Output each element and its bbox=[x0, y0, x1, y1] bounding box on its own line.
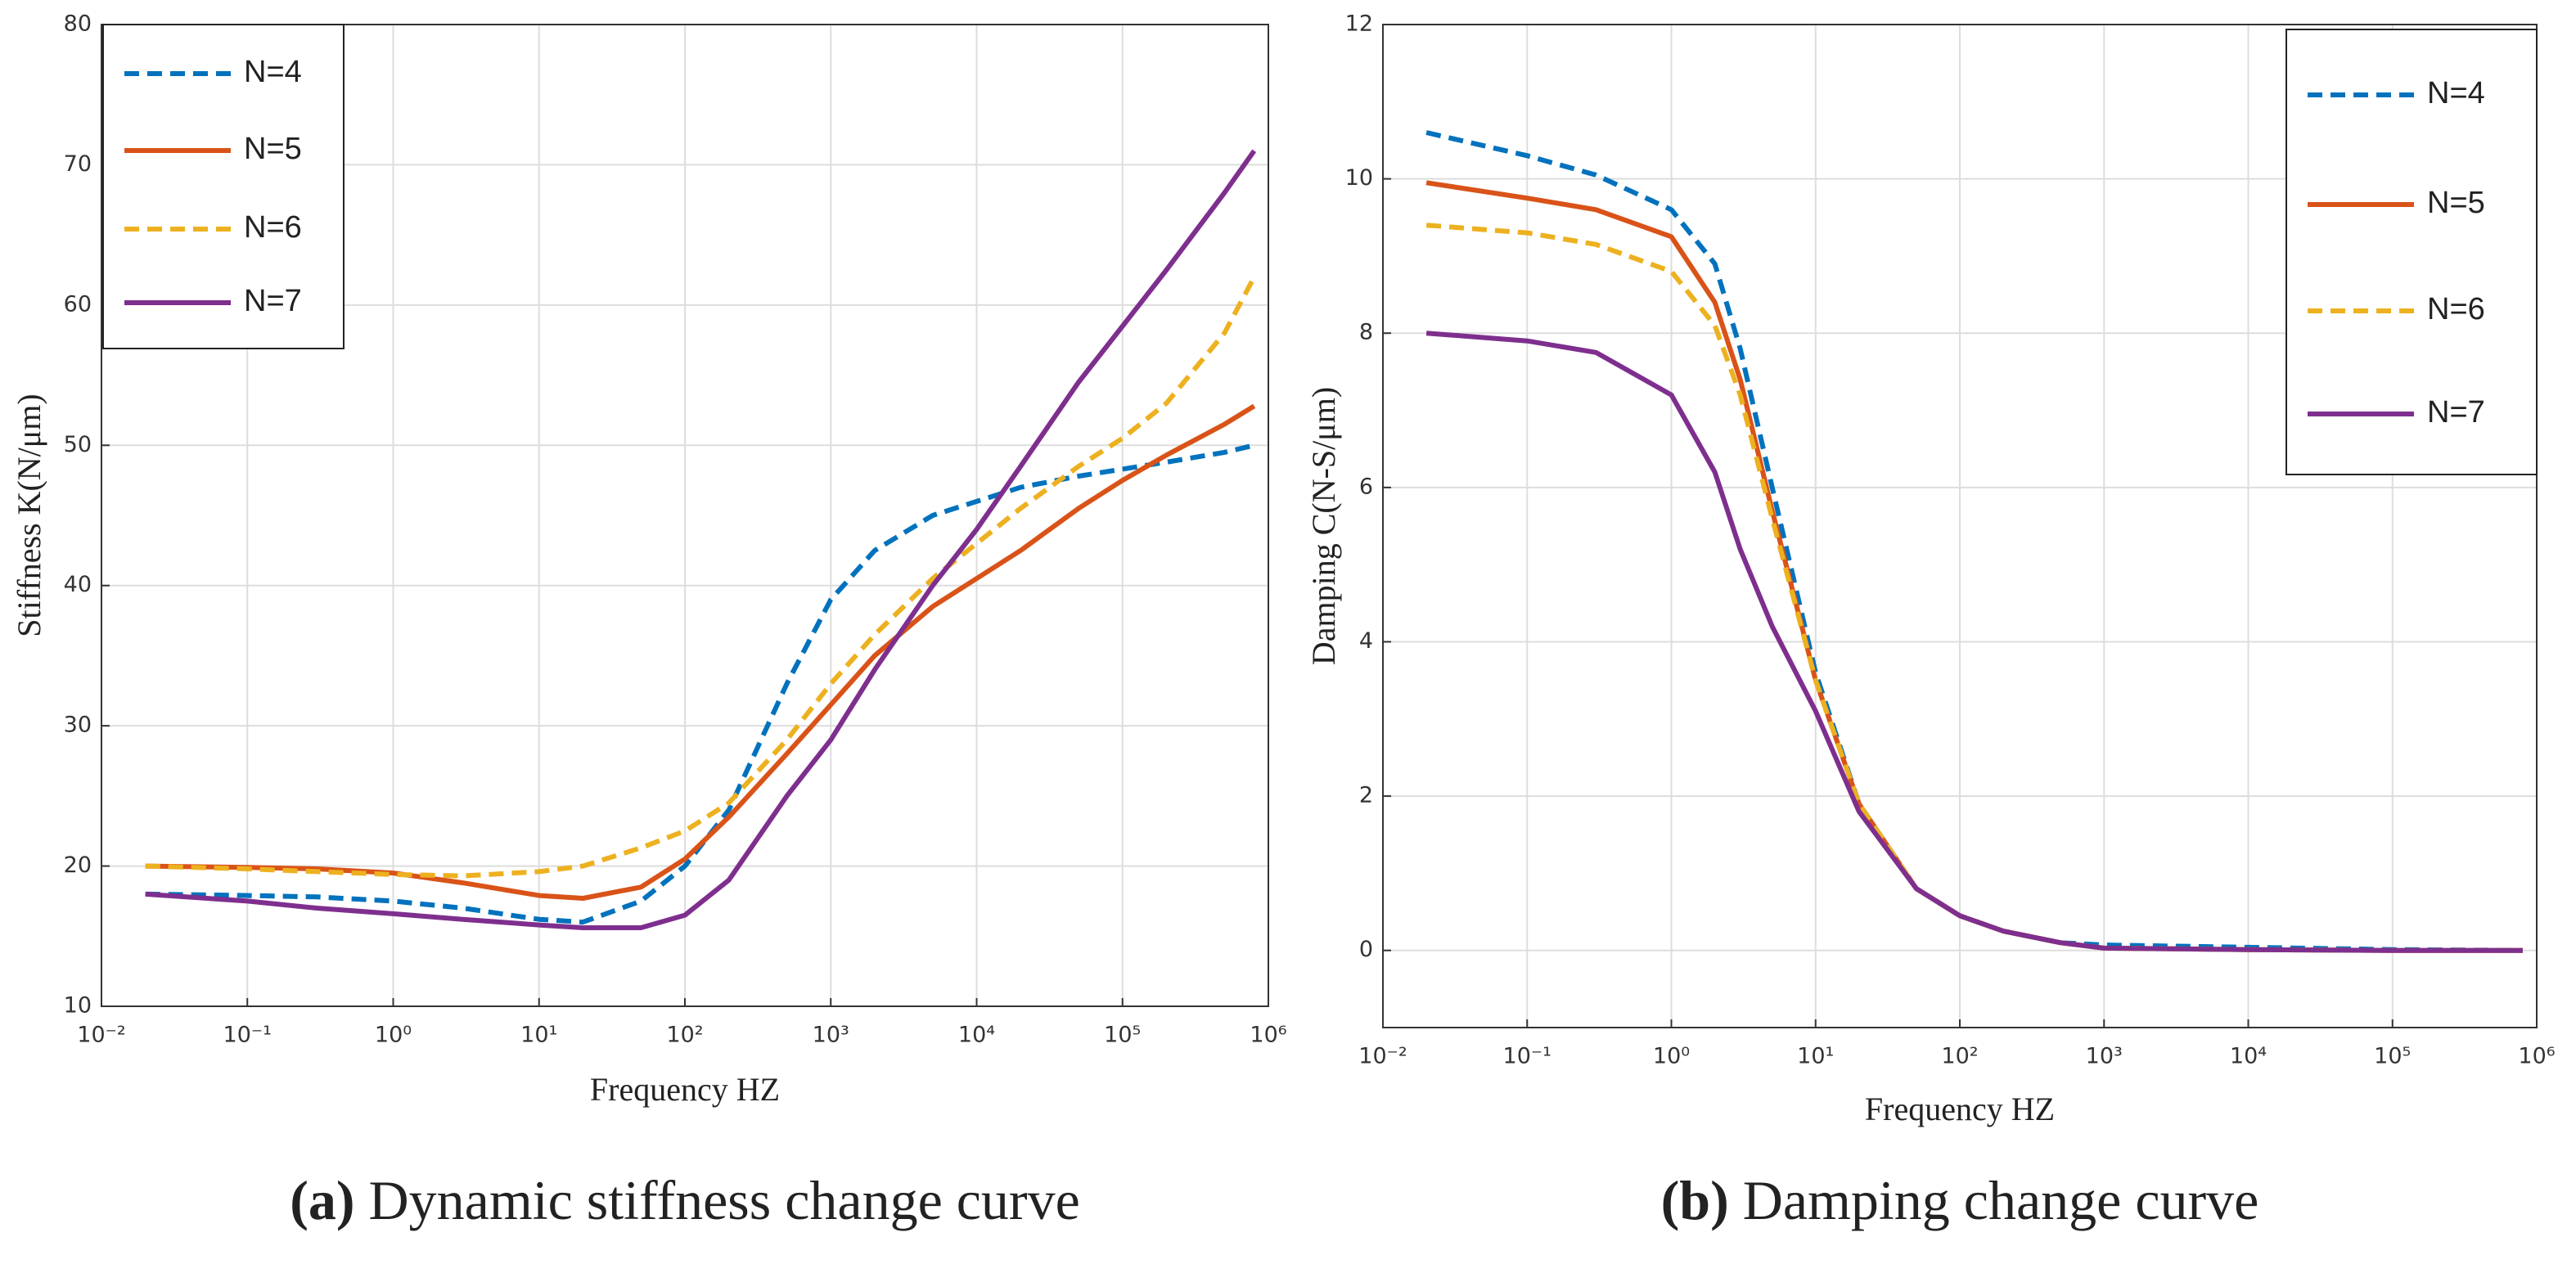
x-tick-label: 10⁴ bbox=[2230, 1044, 2267, 1069]
x-tick-label: 10⁻¹ bbox=[1503, 1044, 1551, 1069]
x-tick-label: 10⁰ bbox=[1653, 1044, 1690, 1069]
legend-box bbox=[102, 24, 345, 349]
x-tick-label: 10¹ bbox=[520, 1023, 557, 1048]
y-tick-label: 20 bbox=[64, 852, 92, 878]
y-tick-label: 2 bbox=[1359, 783, 1373, 808]
legend-label: N=4 bbox=[244, 55, 302, 89]
x-tick-label: 10⁰ bbox=[375, 1023, 412, 1048]
y-tick-label: 4 bbox=[1359, 628, 1373, 654]
y-axis-label: Stiffness K(N/μm) bbox=[11, 394, 47, 636]
x-tick-label: 10⁻¹ bbox=[223, 1023, 272, 1048]
plot-frame bbox=[101, 24, 1269, 1007]
x-tick-label: 10⁻² bbox=[77, 1023, 125, 1048]
y-tick-label: 60 bbox=[64, 291, 92, 317]
legend-label: N=4 bbox=[2427, 76, 2485, 110]
y-tick-label: 6 bbox=[1359, 474, 1373, 499]
legend-label: N=5 bbox=[2427, 186, 2485, 220]
y-tick-label: 12 bbox=[1345, 11, 1373, 37]
x-tick-label: 10¹ bbox=[1797, 1044, 1834, 1069]
y-tick-label: 10 bbox=[64, 993, 92, 1019]
x-tick-label: 10² bbox=[666, 1023, 703, 1048]
series-line bbox=[145, 443, 1255, 925]
legend-box bbox=[2286, 29, 2538, 475]
legend-label: N=7 bbox=[2427, 395, 2485, 430]
legend-label: N=6 bbox=[244, 210, 302, 245]
y-tick-label: 10 bbox=[1345, 165, 1373, 191]
caption: (a) Dynamic stiffness change curve bbox=[290, 1169, 1080, 1231]
y-tick-label: 40 bbox=[64, 572, 92, 597]
plot-frame bbox=[1382, 24, 2538, 1028]
legend-label: N=6 bbox=[2427, 292, 2485, 326]
caption-text: Damping change curve bbox=[1743, 1169, 2259, 1231]
series-line bbox=[145, 403, 1256, 901]
caption-label: (a) bbox=[290, 1169, 354, 1231]
y-tick-label: 8 bbox=[1359, 320, 1373, 345]
caption: (b) Damping change curve bbox=[1661, 1169, 2259, 1231]
series-line bbox=[1425, 331, 2523, 953]
x-axis-label: Frequency HZ bbox=[590, 1071, 780, 1108]
y-tick-label: 30 bbox=[64, 713, 92, 738]
x-tick-label: 10⁵ bbox=[1104, 1023, 1141, 1048]
x-tick-label: 10² bbox=[1941, 1044, 1978, 1069]
x-tick-label: 10³ bbox=[2086, 1044, 2123, 1069]
y-tick-label: 50 bbox=[64, 432, 92, 457]
y-tick-label: 80 bbox=[64, 11, 92, 37]
series-line bbox=[145, 149, 1257, 930]
x-tick-label: 10⁻² bbox=[1358, 1044, 1407, 1069]
x-tick-label: 10³ bbox=[813, 1023, 849, 1048]
legend-label: N=7 bbox=[244, 284, 302, 318]
x-tick-label: 10⁶ bbox=[2518, 1044, 2555, 1069]
legend-label: N=5 bbox=[244, 132, 302, 166]
x-tick-label: 10⁵ bbox=[2374, 1044, 2411, 1069]
y-axis-label: Damping C(N-S/μm) bbox=[1305, 387, 1342, 665]
y-tick-label: 0 bbox=[1359, 937, 1373, 962]
caption-label: (b) bbox=[1661, 1169, 1729, 1231]
y-tick-label: 70 bbox=[64, 151, 92, 177]
caption-text: Dynamic stiffness change curve bbox=[369, 1169, 1080, 1231]
x-tick-label: 10⁶ bbox=[1250, 1023, 1286, 1048]
x-tick-label: 10⁴ bbox=[958, 1023, 995, 1048]
series-line bbox=[1425, 130, 2523, 953]
x-axis-label: Frequency HZ bbox=[1865, 1091, 2055, 1127]
